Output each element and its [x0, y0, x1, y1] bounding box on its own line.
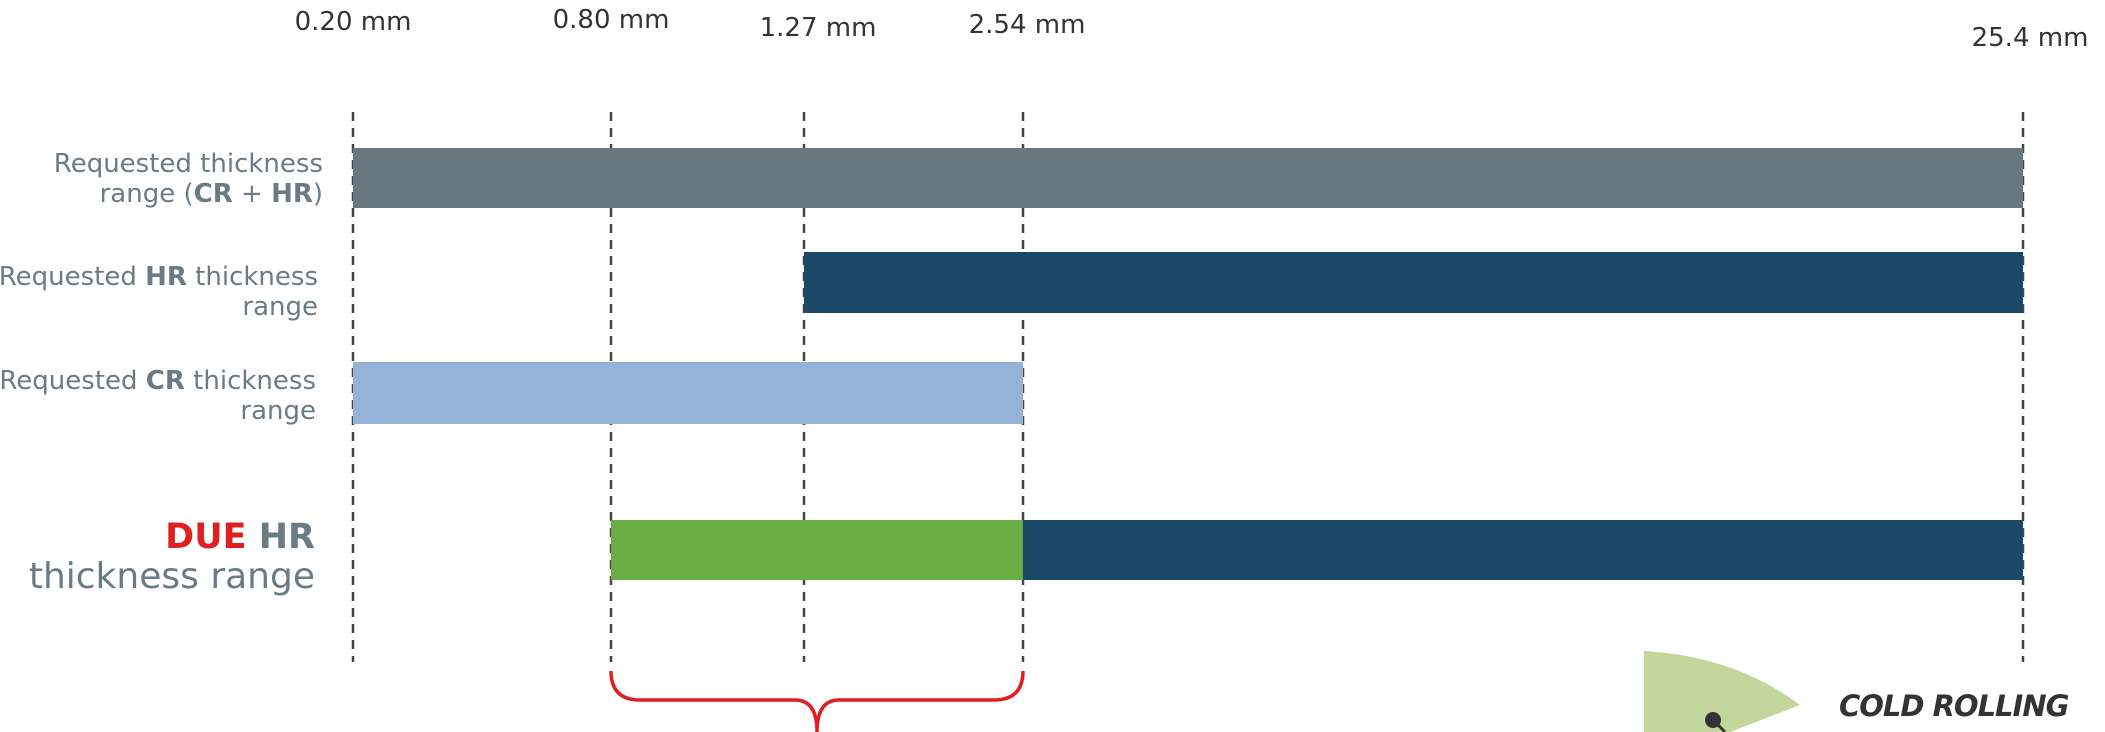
row-label: Requested HR thickness [0, 262, 318, 292]
row-label: range [242, 292, 318, 322]
wedge [1644, 651, 1800, 732]
tick-label: 1.27 mm [760, 13, 877, 43]
row-label: thickness range [29, 556, 315, 597]
row-label: Requested CR thickness [0, 366, 316, 396]
row-label: Requested thickness [54, 149, 323, 179]
bar [353, 362, 1023, 424]
bar [1023, 520, 2023, 580]
bar [804, 252, 2023, 313]
row-label: DUE HR [165, 517, 315, 557]
callout: COLD ROLLING [1839, 689, 2069, 723]
brace [609, 670, 1025, 732]
bar [353, 148, 2023, 208]
tick-label: 2.54 mm [969, 10, 1086, 40]
tick-label: 0.80 mm [553, 5, 670, 35]
row-label: range (CR + HR) [100, 179, 323, 209]
tick-label: 25.4 mm [1972, 23, 2089, 53]
pointer-dot [1705, 712, 1721, 728]
tick-label: 0.20 mm [295, 7, 412, 37]
row-label: range [240, 396, 316, 426]
bar [611, 520, 1023, 580]
